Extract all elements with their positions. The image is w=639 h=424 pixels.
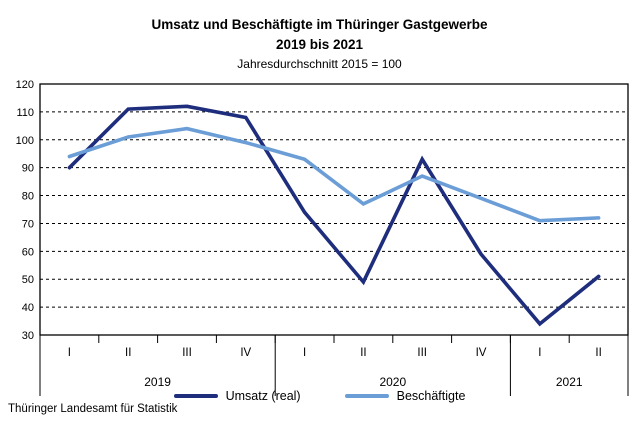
y-axis-label-110: 110 bbox=[16, 107, 34, 119]
y-axis-label-90: 90 bbox=[22, 163, 34, 175]
legend-item-umsatz: Umsatz (real) bbox=[173, 389, 301, 403]
plot-border bbox=[39, 83, 629, 336]
x-axis-quarter-label: III bbox=[182, 347, 192, 359]
chart-title-line1: Umsatz und Beschäftigte im Thüringer Gas… bbox=[151, 17, 488, 32]
x-axis-quarter-label: I bbox=[538, 347, 541, 359]
chart-header: Umsatz und Beschäftigte im Thüringer Gas… bbox=[0, 15, 639, 73]
legend-item-beschaeftigte: Beschäftigte bbox=[344, 389, 466, 403]
x-axis-quarter-label: II bbox=[360, 347, 366, 359]
y-axis-label-100: 100 bbox=[16, 135, 34, 147]
x-axis-quarter-label: IV bbox=[240, 347, 251, 359]
chart-subtitle: Jahresdurchschnitt 2015 = 100 bbox=[237, 57, 402, 72]
y-axis-label-50: 50 bbox=[22, 274, 34, 286]
beschaeftigte-line-swatch-icon bbox=[344, 394, 389, 398]
umsatz-line-swatch-icon bbox=[173, 394, 218, 398]
y-axis-label-70: 70 bbox=[22, 218, 34, 230]
y-axis-label-60: 60 bbox=[22, 246, 34, 258]
x-axis-quarter-label: IV bbox=[476, 347, 487, 359]
x-axis-year-label-2019: 2019 bbox=[144, 375, 171, 389]
x-axis-quarter-label: I bbox=[68, 347, 71, 359]
besch-ftigte-line bbox=[67, 126, 601, 223]
x-axis-quarter-label: I bbox=[303, 347, 306, 359]
legend-label-beschaeftigte: Beschäftigte bbox=[396, 389, 466, 403]
y-axis-label-40: 40 bbox=[22, 302, 34, 314]
legend-label-umsatz: Umsatz (real) bbox=[225, 389, 301, 403]
y-axis-label-30: 30 bbox=[22, 330, 34, 342]
x-axis-year-label-2021: 2021 bbox=[556, 375, 583, 389]
chart-legend: Umsatz (real) Beschäftigte bbox=[0, 389, 639, 403]
y-axis-label-120: 120 bbox=[16, 79, 34, 91]
x-axis-year-label-2020: 2020 bbox=[379, 375, 406, 389]
umsatz-real-line bbox=[67, 104, 601, 327]
x-axis-quarter-label: II bbox=[595, 347, 601, 359]
x-axis-quarter-label: II bbox=[125, 347, 131, 359]
source-attribution: Thüringer Landesamt für Statistik bbox=[8, 403, 178, 415]
y-axis-label-80: 80 bbox=[22, 191, 34, 203]
x-axis-quarter-label: III bbox=[417, 347, 427, 359]
chart-title-line2: 2019 bis 2021 bbox=[275, 36, 364, 52]
